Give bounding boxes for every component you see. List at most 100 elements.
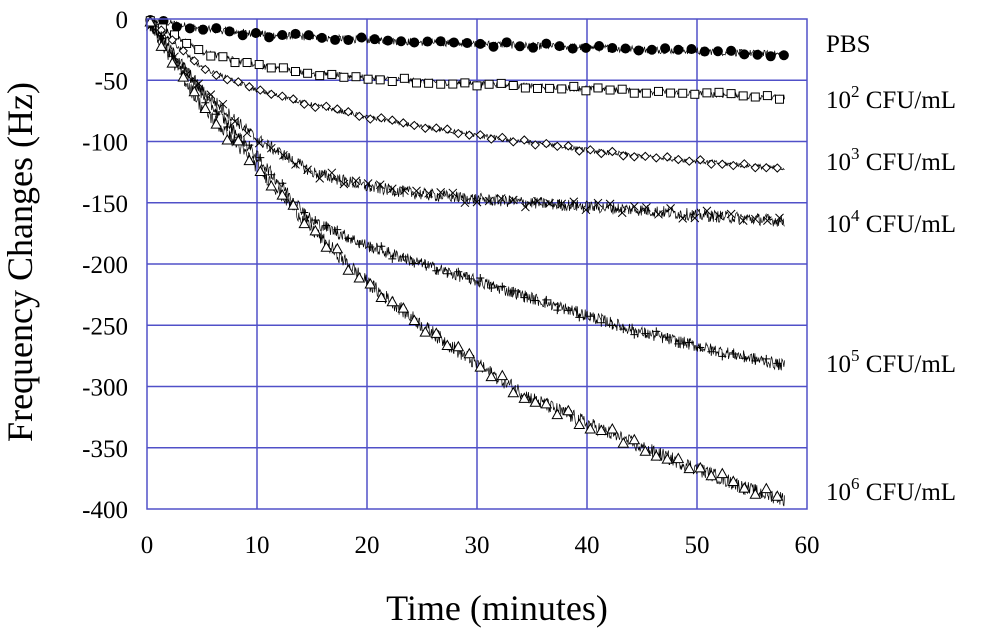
data-point-marker [594, 41, 605, 52]
data-point-marker [642, 203, 651, 212]
data-point-marker [333, 225, 342, 234]
series-label-exponent: 6 [851, 474, 860, 493]
data-point-marker [518, 392, 531, 403]
data-point-marker [739, 159, 750, 169]
data-point-marker [255, 85, 266, 95]
data-point-marker [256, 153, 265, 162]
data-point-marker [472, 197, 482, 207]
data-point-marker [641, 329, 650, 338]
data-point-marker [541, 138, 552, 149]
data-point-marker [408, 314, 421, 326]
data-point-marker [508, 80, 518, 90]
data-point-marker [351, 176, 361, 186]
data-point-marker [230, 58, 240, 68]
data-point-marker [303, 30, 314, 41]
y-tick-label: -400 [82, 497, 128, 524]
data-point-marker [545, 198, 554, 208]
data-point-marker [435, 36, 446, 47]
data-point-marker [366, 243, 375, 252]
data-point-marker [419, 326, 432, 337]
data-point-marker [460, 198, 470, 208]
data-point-marker [750, 92, 760, 102]
data-point-marker [375, 75, 385, 85]
data-point-marker [315, 71, 325, 81]
data-point-marker [421, 260, 430, 269]
data-point-marker [410, 259, 419, 268]
data-point-marker [778, 50, 789, 61]
data-point-marker [356, 32, 367, 43]
data-point-marker [331, 242, 344, 254]
data-point-marker [254, 165, 267, 176]
data-point-marker [431, 123, 442, 133]
data-point-marker [497, 132, 508, 143]
data-point-marker [714, 211, 724, 221]
series-1 [145, 16, 785, 104]
data-point-marker [343, 35, 354, 46]
data-point-marker [617, 84, 627, 94]
x-tick-label: 10 [245, 532, 270, 559]
data-point-marker [472, 81, 482, 91]
data-point-marker [597, 318, 606, 327]
data-point-marker [749, 488, 762, 499]
data-point-marker [738, 216, 748, 226]
data-point-marker [567, 43, 578, 54]
series-trace [146, 18, 785, 227]
data-point-marker [608, 321, 617, 330]
data-point-marker [690, 213, 700, 223]
data-point-marker [194, 45, 204, 55]
data-point-marker [243, 154, 256, 166]
data-point-marker [327, 168, 337, 178]
data-point-marker [593, 198, 603, 208]
data-point-marker [540, 397, 553, 409]
data-point-marker [474, 361, 487, 372]
data-point-marker [750, 163, 761, 173]
data-point-marker [322, 221, 331, 230]
data-point-marker [344, 234, 353, 243]
series-label-exponent: 4 [851, 206, 860, 225]
data-point-marker [562, 404, 575, 416]
data-point-marker [580, 42, 591, 53]
data-point-marker [327, 69, 337, 79]
data-point-marker [412, 186, 421, 196]
data-point-marker [364, 277, 377, 289]
data-point-marker [514, 41, 525, 52]
data-point-marker [222, 74, 233, 85]
y-tick-label: -100 [82, 130, 128, 157]
data-point-marker [661, 453, 674, 464]
data-point-marker [673, 44, 684, 55]
data-point-marker [424, 188, 433, 198]
data-point-marker [553, 306, 562, 315]
x-axis-title: Time (minutes) [386, 588, 608, 628]
data-point-marker [332, 104, 343, 114]
data-point-marker [396, 36, 407, 47]
data-point-marker [545, 83, 555, 93]
data-point-marker [430, 327, 443, 338]
data-point-marker [739, 49, 750, 60]
data-point-marker [233, 77, 244, 87]
data-point-marker [530, 140, 541, 150]
data-point-marker [666, 88, 676, 98]
data-point-marker [685, 338, 694, 347]
data-point-marker [206, 51, 216, 61]
series-label-exponent: 5 [851, 346, 860, 365]
data-point-marker [188, 85, 201, 97]
data-point-marker [443, 269, 452, 278]
data-point-marker [448, 37, 459, 48]
data-point-marker [397, 302, 410, 313]
y-tick-label: -250 [82, 313, 128, 340]
data-point-marker [412, 78, 421, 88]
data-point-marker [496, 369, 509, 381]
data-point-marker [254, 60, 264, 70]
data-point-marker [311, 216, 320, 225]
data-point-marker [353, 272, 366, 283]
data-point-marker [409, 120, 420, 131]
data-point-marker [751, 356, 760, 365]
data-point-marker [320, 241, 333, 252]
data-point-marker [400, 186, 409, 196]
data-point-marker [585, 145, 596, 155]
data-point-marker [606, 423, 619, 434]
series-label-unit: CFU/mL [860, 211, 957, 238]
data-point-marker [706, 159, 717, 169]
data-point-marker [646, 44, 657, 55]
